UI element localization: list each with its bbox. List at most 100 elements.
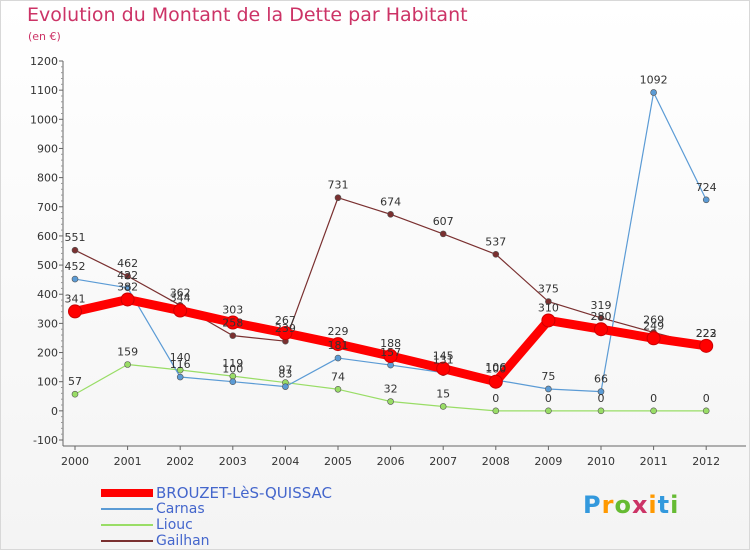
data-label: 280 [591,310,612,323]
series-point [545,407,552,415]
series-point [492,250,500,258]
y-tick-label: 800 [37,172,58,185]
series-point [173,303,188,318]
series-point [68,304,82,319]
series-point [699,338,714,353]
proxiti-logo: Proxiti [583,491,679,519]
x-tick-label: 2011 [640,455,668,468]
data-label: 537 [485,235,506,248]
data-label: 97 [278,364,292,377]
series-point [545,385,552,393]
x-tick-label: 2008 [482,455,510,468]
series-point [650,407,657,415]
data-label: 551 [65,231,86,244]
data-label: 140 [170,351,191,364]
chart-subtitle: (en €) [28,30,61,43]
series-point [545,298,552,305]
series-point [71,275,79,283]
data-label: 303 [222,304,243,317]
series-point [176,366,184,374]
y-tick-label: 700 [37,201,58,214]
series-point [176,373,184,381]
data-label: 131 [433,354,454,367]
x-tick-label: 2010 [587,455,615,468]
y-tick-label: 300 [37,317,58,330]
series-point [597,407,605,415]
data-label: 341 [65,292,86,305]
y-tick-label: 900 [37,142,58,155]
series-point [278,326,293,341]
legend-swatch [101,524,153,526]
series-point [702,196,710,204]
data-label: 75 [541,370,555,383]
y-tick-label: 600 [37,230,58,243]
data-label: 159 [117,345,138,358]
data-label: 382 [117,280,138,293]
series-point [387,398,394,405]
x-tick-label: 2005 [324,455,352,468]
series-point [387,211,394,218]
data-label: 375 [538,283,559,296]
series-point [541,313,556,328]
series-point [488,374,503,389]
legend-swatch [101,508,153,510]
series-point [492,407,500,415]
data-label: 0 [598,392,605,405]
data-label: 452 [65,260,86,273]
data-label: 0 [703,392,710,405]
data-label: 106 [485,361,506,374]
x-tick-label: 2000 [61,455,89,468]
series-point [229,378,237,385]
y-tick-label: 1000 [30,113,58,126]
data-label: 229 [328,325,349,338]
data-label: 83 [278,368,292,381]
series-point [334,194,342,202]
series-point [331,337,345,352]
series-point [646,331,661,346]
x-tick-label: 2003 [219,455,247,468]
x-tick-label: 2004 [271,455,299,468]
data-label: 258 [222,317,243,330]
series-point [124,272,131,280]
data-label: 32 [384,383,398,396]
series-point [439,230,447,238]
data-label: 269 [643,313,664,326]
data-label: 57 [68,375,82,388]
series-point [594,322,608,337]
data-label: 188 [380,337,401,350]
data-label: 310 [538,301,559,314]
data-label: 0 [650,392,657,405]
data-label: 15 [436,387,450,400]
data-label: 731 [328,179,349,192]
data-label: 239 [275,322,296,335]
legend-swatch [101,540,153,542]
x-tick-label: 2012 [692,455,720,468]
legend-label: Liouc [156,517,193,533]
series-point [71,390,79,398]
data-label: 249 [643,319,664,332]
y-tick-label: 500 [37,259,58,272]
series-line-3 [74,197,707,347]
data-label: 344 [170,292,191,305]
series-point [439,403,447,410]
x-tick-label: 2001 [114,455,142,468]
legend-label: BROUZET-LèS-QUISSAC [156,484,332,502]
data-label: 74 [331,370,345,383]
series-point [597,314,605,322]
data-label: 1092 [640,73,668,86]
logo-letter: x [631,491,649,519]
logo-letter: i [670,491,680,519]
data-label: 362 [170,286,191,299]
logo-letter: i [648,491,658,519]
series-point [124,361,131,368]
series-point [383,349,398,364]
data-label: 607 [433,215,454,228]
data-label: 100 [485,363,506,376]
data-label: 0 [545,392,552,405]
y-tick-label: 400 [37,288,58,301]
series-point [71,246,79,254]
x-tick-label: 2007 [429,455,457,468]
y-tick-label: 1100 [30,84,58,97]
